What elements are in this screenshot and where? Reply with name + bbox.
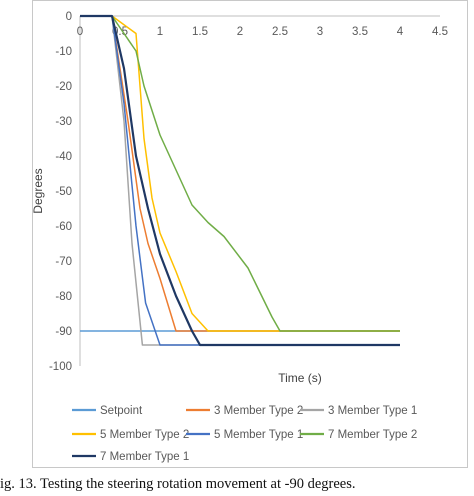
legend-label: 7 Member Type 1 [100, 451, 189, 463]
x-tick-label: 4.5 [432, 26, 448, 38]
legend-label: 7 Member Type 2 [328, 429, 417, 441]
y-tick-label: -80 [55, 291, 72, 303]
y-tick-label: -50 [55, 186, 72, 198]
chart-frame [32, 0, 468, 468]
x-tick-label: 1.5 [192, 26, 208, 38]
y-tick-label: -40 [55, 151, 72, 163]
legend-label: 3 Member Type 2 [214, 405, 303, 417]
x-axis-title: Time (s) [278, 371, 322, 385]
legend-label: 5 Member Type 2 [100, 429, 189, 441]
y-tick-label: -100 [49, 361, 72, 373]
x-tick-label: 0 [77, 26, 83, 38]
x-tick-label: 1 [157, 26, 163, 38]
series-line-4 [80, 15, 400, 332]
series-line-7 [80, 14, 400, 347]
y-tick-label: -70 [55, 256, 72, 268]
legend-label: 5 Member Type 1 [214, 429, 303, 441]
y-tick-label: -60 [55, 221, 72, 233]
x-tick-label: 4 [397, 26, 404, 38]
x-tick-label: 3.5 [352, 26, 368, 38]
x-tick-label: 3 [317, 26, 323, 38]
y-tick-label: -30 [55, 116, 72, 128]
legend-label: 3 Member Type 1 [328, 405, 417, 417]
y-tick-label: 0 [66, 11, 72, 23]
legend-label: Setpoint [100, 405, 143, 417]
x-tick-label: 2 [237, 26, 243, 38]
y-tick-label: -10 [55, 46, 72, 58]
figure-caption: ig. 13. Testing the steering rotation mo… [0, 476, 356, 492]
line-chart: 0 0.5 1 1.5 2 2.5 3 3.5 4 4.50-10-20-30-40-50-60-… [31, 11, 448, 463]
y-axis-title: Degrees [31, 168, 45, 213]
series-line-6 [80, 15, 400, 332]
y-tick-label: -90 [55, 326, 72, 338]
y-tick-label: -20 [55, 81, 72, 93]
x-tick-label: 2.5 [272, 26, 288, 38]
series-line-3 [80, 15, 400, 346]
